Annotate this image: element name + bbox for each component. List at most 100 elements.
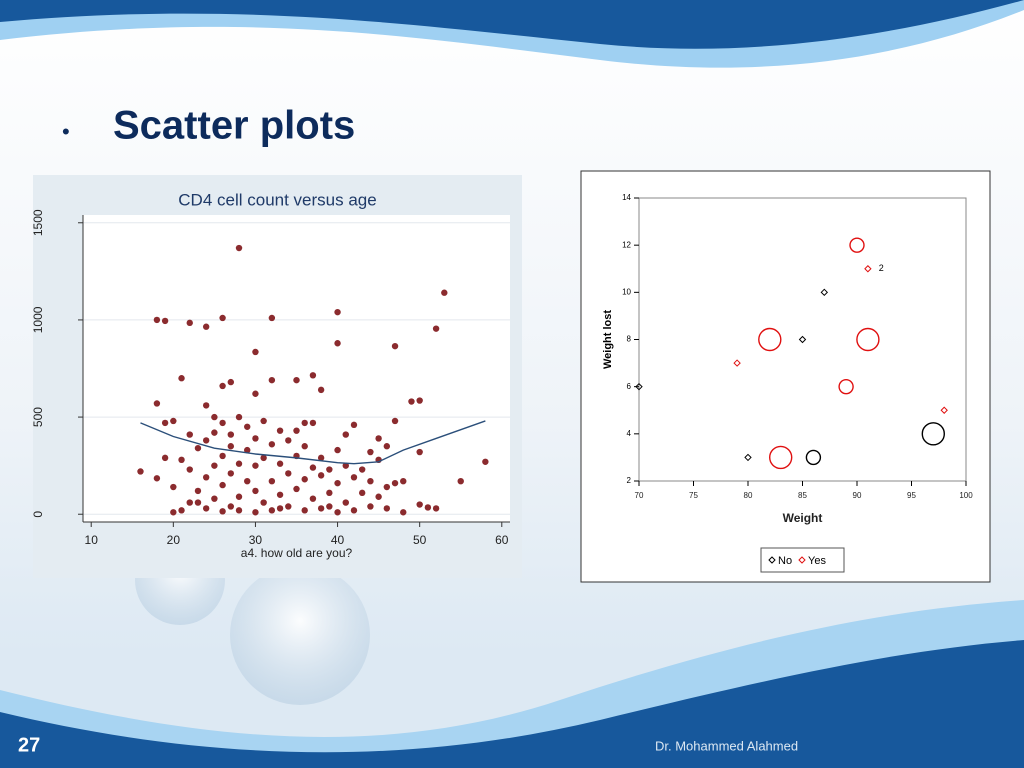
point: [244, 477, 251, 485]
point: [276, 491, 284, 498]
point: [358, 466, 366, 473]
point: [317, 505, 325, 512]
y-tick-label: 1000: [31, 306, 45, 333]
point: [219, 508, 226, 515]
point: [161, 454, 169, 462]
point: [202, 402, 210, 409]
point: [268, 477, 276, 485]
point: [219, 481, 226, 489]
point: [178, 507, 185, 514]
point: [153, 475, 161, 482]
point: [211, 429, 218, 436]
point: [202, 474, 210, 481]
point: [350, 474, 358, 481]
point: [367, 477, 374, 485]
point: [301, 443, 308, 450]
point: [252, 435, 259, 442]
point: [219, 452, 226, 460]
point: [186, 466, 193, 473]
legend-swatch: [798, 556, 806, 564]
x-tick-label: 60: [495, 533, 509, 547]
point: [235, 244, 243, 252]
point: [137, 468, 144, 475]
y-tick-label: 10: [622, 287, 631, 296]
point: [244, 423, 251, 430]
x-tick-label: 90: [853, 491, 862, 500]
point: [457, 477, 464, 485]
bullet: •: [62, 119, 70, 144]
point: [400, 477, 407, 485]
point: [153, 316, 161, 324]
point: [383, 483, 391, 491]
y-axis-label: Weight lost: [602, 310, 614, 369]
point: [334, 479, 341, 487]
point: [383, 443, 391, 450]
legend-swatch: [768, 556, 776, 564]
point: [227, 470, 235, 477]
legend-label: Yes: [808, 555, 826, 567]
point: [408, 398, 415, 405]
point: [342, 462, 349, 469]
point: [342, 499, 349, 506]
point: [211, 413, 218, 421]
point: [235, 413, 243, 421]
point: [252, 390, 259, 397]
point: [635, 382, 643, 391]
point: [186, 499, 193, 506]
trend-line: [140, 420, 486, 465]
point: [153, 400, 161, 407]
point: [326, 503, 333, 510]
point: [252, 348, 259, 356]
y-tick-label: 6: [627, 382, 632, 391]
point: [309, 372, 317, 379]
point: [334, 340, 341, 347]
point: [317, 472, 325, 479]
point: [161, 317, 169, 325]
point: [202, 437, 210, 444]
point: [260, 454, 267, 462]
point: [227, 431, 235, 438]
point: [921, 422, 945, 446]
point: [342, 431, 349, 438]
point: [769, 445, 793, 470]
point: [194, 487, 202, 495]
point: [211, 462, 218, 469]
point: [334, 308, 341, 316]
point: [350, 421, 358, 429]
point: [301, 476, 308, 483]
x-tick-label: 95: [907, 491, 916, 500]
point: [301, 419, 308, 427]
point: [293, 427, 300, 434]
x-tick-label: 80: [744, 491, 753, 500]
point: [285, 437, 292, 444]
point: [317, 454, 325, 462]
point: [758, 327, 782, 352]
point: [178, 375, 185, 382]
x-tick-label: 30: [249, 533, 263, 547]
point: [805, 449, 822, 466]
y-tick-label: 1500: [31, 209, 45, 236]
x-tick-label: 75: [689, 491, 698, 500]
legend-label: No: [778, 555, 792, 567]
point: [416, 397, 423, 404]
point: [424, 504, 432, 511]
point: [227, 503, 235, 510]
point: [285, 503, 292, 510]
point: [170, 417, 177, 425]
point: [432, 325, 440, 332]
point: [219, 382, 226, 390]
point: [334, 446, 341, 454]
point: [358, 489, 366, 497]
y-tick-label: 14: [622, 193, 631, 202]
plot-area: [638, 197, 967, 482]
x-tick-label: 40: [331, 533, 345, 547]
point: [416, 448, 423, 456]
y-tick-label: 8: [627, 335, 632, 344]
point: [268, 314, 276, 322]
point: [482, 458, 489, 465]
y-tick-label: 12: [622, 240, 631, 249]
slide-title: Scatter plots: [113, 104, 355, 148]
point: [194, 444, 202, 452]
point: [252, 509, 259, 516]
x-tick-label: 100: [959, 491, 973, 500]
